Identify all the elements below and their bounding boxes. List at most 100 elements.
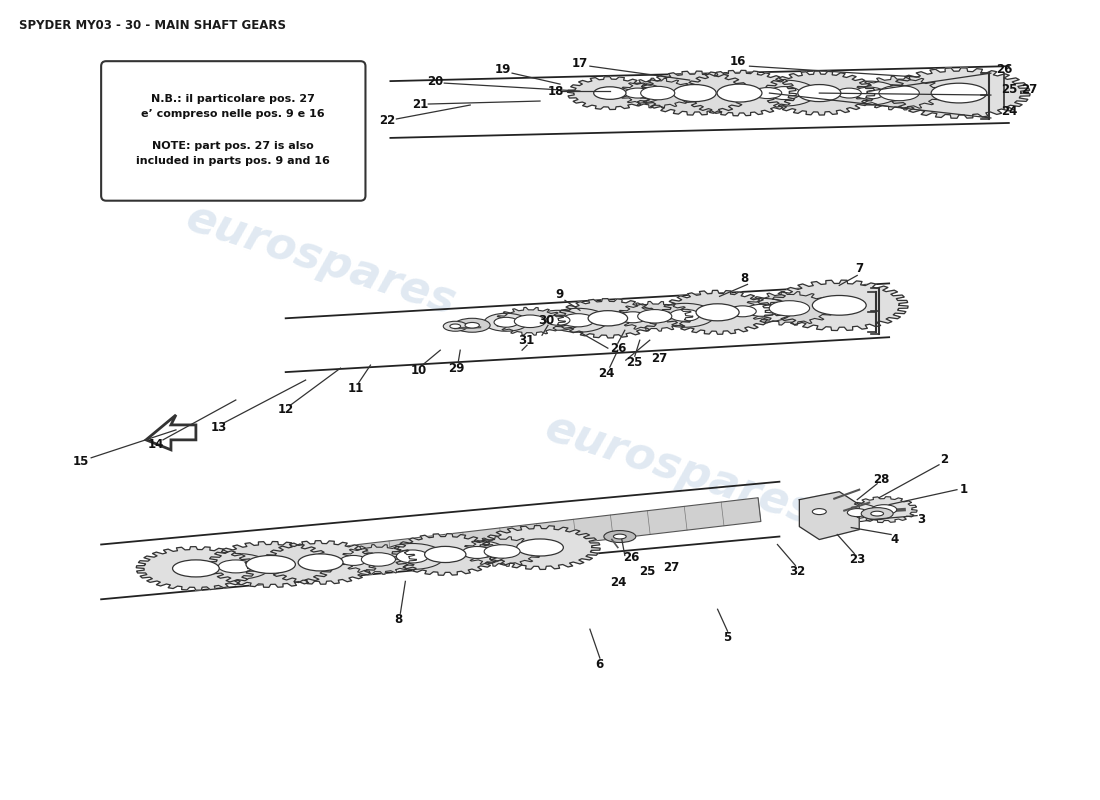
Text: NOTE: part pos. 27 is also
included in parts pos. 9 and 16: NOTE: part pos. 27 is also included in p… [136, 141, 330, 166]
Text: 19: 19 [495, 62, 512, 76]
Polygon shape [639, 71, 750, 115]
Polygon shape [851, 497, 917, 522]
Ellipse shape [454, 318, 491, 332]
Polygon shape [770, 280, 909, 330]
Ellipse shape [588, 310, 628, 326]
Text: 3: 3 [917, 513, 925, 526]
Text: 29: 29 [448, 362, 464, 374]
Ellipse shape [717, 302, 768, 322]
Text: N.B.: il particolare pos. 27
e’ compreso nelle pos. 9 e 16: N.B.: il particolare pos. 27 e’ compreso… [142, 94, 326, 119]
Ellipse shape [462, 546, 492, 558]
Ellipse shape [670, 310, 700, 322]
Ellipse shape [741, 83, 793, 103]
Ellipse shape [871, 505, 896, 514]
Ellipse shape [604, 530, 636, 542]
Text: 17: 17 [572, 57, 588, 70]
Ellipse shape [638, 310, 672, 323]
Ellipse shape [425, 546, 466, 562]
Text: 11: 11 [348, 382, 364, 394]
Polygon shape [263, 541, 378, 584]
Polygon shape [557, 298, 659, 338]
Text: 13: 13 [211, 422, 227, 434]
Polygon shape [855, 76, 944, 110]
Text: 8: 8 [740, 272, 749, 285]
Ellipse shape [517, 539, 563, 556]
Text: 32: 32 [789, 565, 805, 578]
Text: 28: 28 [873, 474, 889, 486]
Ellipse shape [534, 310, 582, 330]
Text: 10: 10 [410, 364, 427, 377]
Ellipse shape [861, 508, 893, 519]
Text: 16: 16 [729, 54, 746, 68]
Text: 24: 24 [609, 576, 626, 589]
Ellipse shape [673, 85, 716, 102]
Ellipse shape [448, 541, 507, 565]
Polygon shape [745, 291, 834, 325]
Ellipse shape [548, 308, 608, 332]
Text: 15: 15 [73, 455, 89, 468]
Ellipse shape [246, 555, 296, 574]
Ellipse shape [443, 322, 468, 331]
Text: 26: 26 [609, 342, 626, 354]
Ellipse shape [855, 87, 884, 99]
Text: 7: 7 [855, 262, 864, 275]
Ellipse shape [605, 306, 661, 328]
Text: 30: 30 [538, 314, 554, 326]
Ellipse shape [837, 88, 861, 98]
Text: SPYDER MY03 - 30 - MAIN SHAFT GEARS: SPYDER MY03 - 30 - MAIN SHAFT GEARS [20, 19, 286, 32]
Ellipse shape [812, 509, 826, 514]
Polygon shape [136, 546, 255, 590]
Text: 25: 25 [639, 565, 656, 578]
Ellipse shape [594, 86, 626, 99]
Text: 4: 4 [890, 533, 899, 546]
Text: 24: 24 [597, 366, 614, 379]
Ellipse shape [769, 301, 810, 316]
Ellipse shape [812, 295, 866, 315]
Text: 25: 25 [1001, 82, 1018, 95]
Text: 31: 31 [518, 334, 535, 346]
Ellipse shape [871, 511, 883, 516]
Ellipse shape [515, 315, 546, 327]
Ellipse shape [614, 534, 626, 539]
Polygon shape [146, 415, 196, 450]
Ellipse shape [396, 550, 428, 563]
Polygon shape [208, 542, 333, 587]
Ellipse shape [201, 554, 271, 579]
Ellipse shape [717, 84, 762, 102]
Text: 26: 26 [996, 62, 1012, 76]
Ellipse shape [341, 555, 366, 566]
Polygon shape [683, 70, 796, 116]
Text: 20: 20 [427, 74, 443, 88]
Ellipse shape [827, 84, 871, 102]
Polygon shape [800, 492, 859, 539]
Polygon shape [462, 537, 542, 566]
Ellipse shape [839, 81, 899, 105]
Polygon shape [341, 545, 416, 574]
Ellipse shape [465, 322, 480, 328]
Text: 18: 18 [548, 85, 564, 98]
Polygon shape [617, 302, 693, 331]
Ellipse shape [729, 298, 793, 322]
Ellipse shape [450, 324, 461, 329]
Text: 27: 27 [1021, 82, 1037, 95]
Text: 6: 6 [596, 658, 604, 670]
Ellipse shape [298, 554, 343, 571]
Ellipse shape [729, 306, 756, 317]
FancyBboxPatch shape [101, 61, 365, 201]
Text: 5: 5 [724, 630, 732, 644]
Ellipse shape [835, 504, 879, 522]
Text: 22: 22 [379, 114, 396, 127]
Text: 27: 27 [651, 352, 668, 365]
Polygon shape [888, 68, 1030, 118]
Ellipse shape [798, 85, 840, 102]
Text: eurospares: eurospares [180, 197, 461, 325]
Text: 1: 1 [960, 483, 968, 496]
Polygon shape [392, 534, 498, 575]
Polygon shape [763, 71, 875, 115]
Ellipse shape [746, 304, 778, 316]
Ellipse shape [561, 314, 594, 327]
Ellipse shape [847, 509, 867, 517]
Polygon shape [619, 78, 695, 108]
Ellipse shape [173, 560, 219, 577]
Text: 2: 2 [939, 454, 948, 466]
